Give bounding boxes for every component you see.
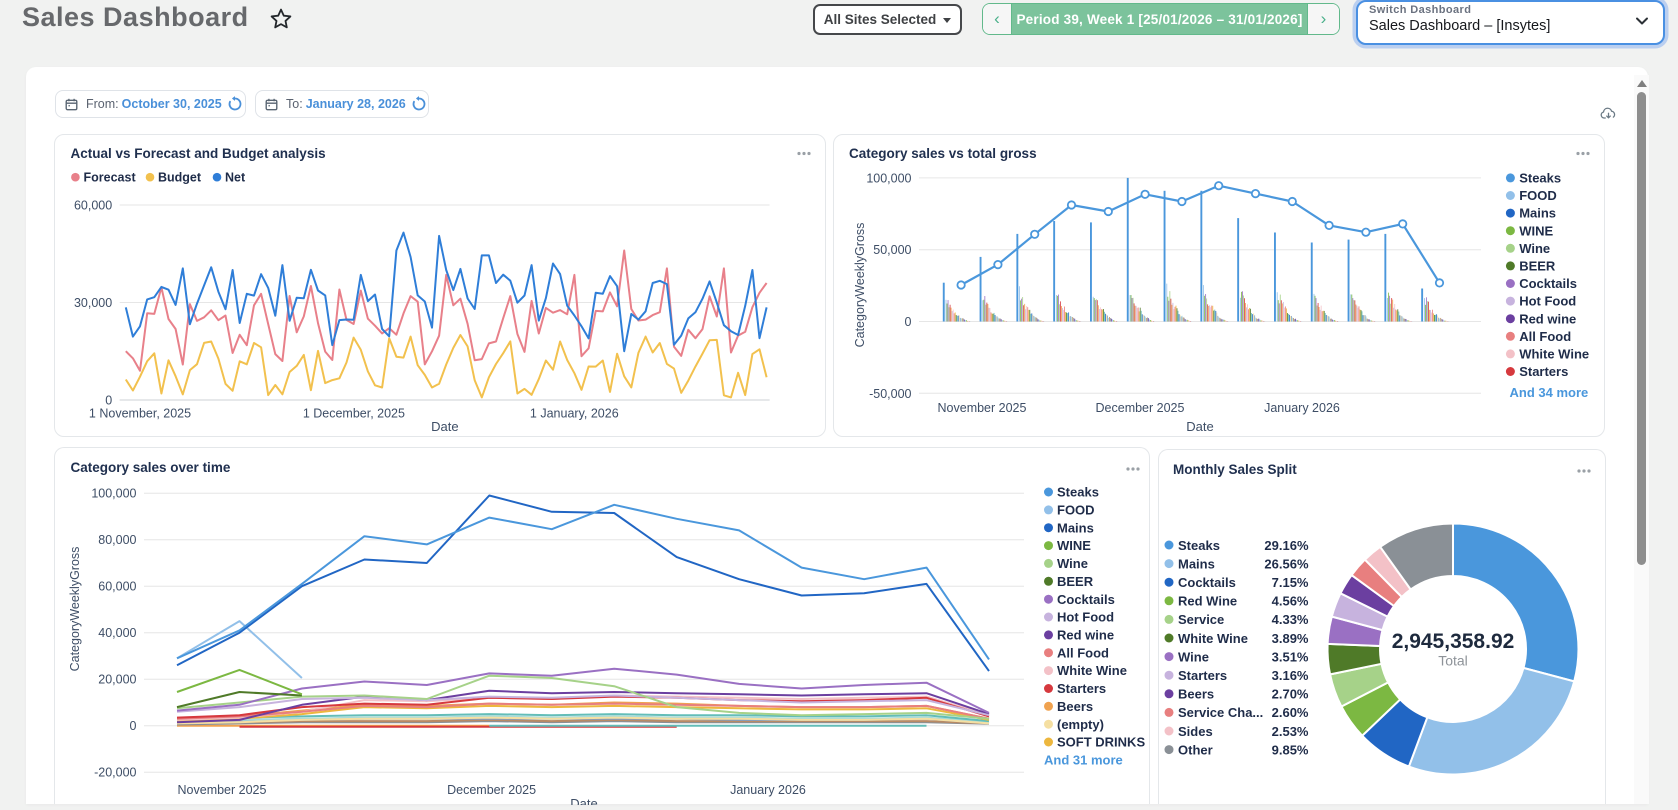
svg-text:2,945,358.92: 2,945,358.92 xyxy=(1392,630,1515,653)
svg-text:Mains: Mains xyxy=(1057,520,1094,535)
svg-text:29.16%: 29.16% xyxy=(1264,538,1309,553)
svg-text:SOFT DRINKS: SOFT DRINKS xyxy=(1057,735,1145,750)
svg-text:January 2026: January 2026 xyxy=(730,783,806,797)
svg-text:Actual vs Forecast and Budget: Actual vs Forecast and Budget analysis xyxy=(71,146,326,161)
svg-text:100,000: 100,000 xyxy=(866,171,911,185)
svg-text:Other: Other xyxy=(1178,742,1213,757)
svg-text:Starters: Starters xyxy=(1057,681,1106,696)
svg-text:Category sales over time: Category sales over time xyxy=(71,460,231,475)
svg-text:December 2025: December 2025 xyxy=(447,783,536,797)
svg-text:All Food: All Food xyxy=(1519,329,1571,344)
svg-text:January 2026: January 2026 xyxy=(1264,401,1340,415)
svg-text:BEER: BEER xyxy=(1057,574,1094,589)
svg-text:-50,000: -50,000 xyxy=(869,387,911,401)
svg-text:1 December, 2025: 1 December, 2025 xyxy=(303,407,405,421)
svg-text:(empty): (empty) xyxy=(1057,717,1104,732)
svg-text:Hot Food: Hot Food xyxy=(1057,610,1114,625)
svg-text:WINE: WINE xyxy=(1057,538,1091,553)
svg-text:9.85%: 9.85% xyxy=(1272,742,1309,757)
svg-text:Red Wine: Red Wine xyxy=(1178,594,1237,609)
svg-text:Mains: Mains xyxy=(1178,556,1215,571)
svg-text:Wine: Wine xyxy=(1519,241,1550,256)
svg-text:0: 0 xyxy=(105,394,112,408)
svg-text:1 November, 2025: 1 November, 2025 xyxy=(89,407,191,421)
svg-text:60,000: 60,000 xyxy=(98,580,136,594)
svg-text:Date: Date xyxy=(431,419,458,434)
svg-text:Total: Total xyxy=(1438,653,1468,669)
svg-text:0: 0 xyxy=(130,719,137,733)
svg-text:4.56%: 4.56% xyxy=(1272,594,1309,609)
svg-text:3.51%: 3.51% xyxy=(1272,649,1309,664)
svg-text:Cocktails: Cocktails xyxy=(1519,276,1577,291)
svg-text:Starters: Starters xyxy=(1178,668,1227,683)
svg-text:0: 0 xyxy=(905,315,912,329)
svg-text:20,000: 20,000 xyxy=(98,673,136,687)
svg-text:Wine: Wine xyxy=(1057,556,1088,571)
svg-text:November 2025: November 2025 xyxy=(938,401,1027,415)
svg-text:Steaks: Steaks xyxy=(1178,538,1220,553)
svg-text:Mains: Mains xyxy=(1519,206,1556,221)
svg-text:2.53%: 2.53% xyxy=(1272,724,1309,739)
svg-text:3.89%: 3.89% xyxy=(1272,631,1309,646)
svg-text:Wine: Wine xyxy=(1178,649,1209,664)
svg-text:All Food: All Food xyxy=(1057,645,1109,660)
svg-text:Cocktails: Cocktails xyxy=(1178,575,1236,590)
svg-text:Hot Food: Hot Food xyxy=(1519,294,1576,309)
svg-text:CategoryWeeklyGross: CategoryWeeklyGross xyxy=(68,547,82,672)
svg-text:Net: Net xyxy=(225,171,246,185)
svg-text:And 34 more: And 34 more xyxy=(1510,385,1589,400)
svg-text:WINE: WINE xyxy=(1519,223,1553,238)
svg-text:Service Cha...: Service Cha... xyxy=(1178,705,1263,720)
svg-text:Red wine: Red wine xyxy=(1519,311,1576,326)
svg-text:CategoryWeeklyGross: CategoryWeeklyGross xyxy=(853,223,867,348)
svg-text:Beers: Beers xyxy=(1178,687,1214,702)
svg-text:2.60%: 2.60% xyxy=(1272,705,1309,720)
svg-text:30,000: 30,000 xyxy=(74,296,112,310)
svg-text:3.16%: 3.16% xyxy=(1272,668,1309,683)
svg-text:26.56%: 26.56% xyxy=(1264,556,1309,571)
svg-text:80,000: 80,000 xyxy=(98,533,136,547)
svg-text:FOOD: FOOD xyxy=(1057,503,1095,518)
svg-text:Category sales vs total gross: Category sales vs total gross xyxy=(849,146,1037,161)
svg-text:Forecast: Forecast xyxy=(84,171,137,185)
svg-text:Beers: Beers xyxy=(1057,699,1093,714)
svg-text:BEER: BEER xyxy=(1519,259,1556,274)
svg-text:Starters: Starters xyxy=(1519,364,1568,379)
svg-text:Steaks: Steaks xyxy=(1057,485,1099,500)
svg-text:Monthly Sales Split: Monthly Sales Split xyxy=(1173,462,1297,477)
svg-text:-20,000: -20,000 xyxy=(94,766,136,780)
svg-text:1 January, 2026: 1 January, 2026 xyxy=(530,407,619,421)
svg-text:2.70%: 2.70% xyxy=(1272,687,1309,702)
svg-text:4.33%: 4.33% xyxy=(1272,612,1309,627)
svg-text:December 2025: December 2025 xyxy=(1096,401,1185,415)
svg-text:And 31 more: And 31 more xyxy=(1044,753,1123,768)
svg-text:FOOD: FOOD xyxy=(1519,188,1557,203)
svg-text:50,000: 50,000 xyxy=(873,243,911,257)
svg-text:November 2025: November 2025 xyxy=(178,783,267,797)
svg-text:7.15%: 7.15% xyxy=(1272,575,1309,590)
svg-text:Sides: Sides xyxy=(1178,724,1213,739)
svg-text:White Wine: White Wine xyxy=(1057,663,1127,678)
svg-text:Budget: Budget xyxy=(158,171,202,185)
svg-text:40,000: 40,000 xyxy=(98,626,136,640)
svg-text:Cocktails: Cocktails xyxy=(1057,592,1115,607)
svg-text:Red wine: Red wine xyxy=(1057,628,1114,643)
svg-text:Service: Service xyxy=(1178,612,1224,627)
svg-text:Date: Date xyxy=(1186,419,1213,434)
svg-text:White Wine: White Wine xyxy=(1178,631,1248,646)
svg-text:60,000: 60,000 xyxy=(74,199,112,213)
svg-text:White Wine: White Wine xyxy=(1519,347,1589,362)
svg-text:Steaks: Steaks xyxy=(1519,171,1561,186)
svg-text:100,000: 100,000 xyxy=(91,487,136,501)
